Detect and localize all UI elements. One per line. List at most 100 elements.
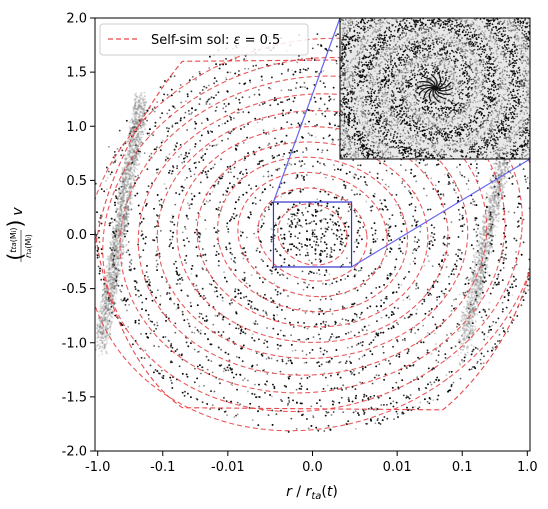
particle-point: [354, 319, 356, 322]
particle-point: [350, 373, 353, 375]
particle-point: [501, 279, 504, 281]
particle-point: [227, 103, 230, 106]
particle-point: [458, 293, 461, 296]
particle-point: [456, 325, 458, 328]
particle-point: [162, 139, 164, 142]
particle-point: [411, 196, 414, 199]
particle-point: [416, 282, 418, 285]
particle-point: [151, 182, 154, 185]
particle-point: [415, 288, 417, 290]
particle-point: [471, 261, 474, 263]
particle-point: [171, 238, 174, 241]
particle-point: [112, 262, 115, 265]
particle-point: [325, 410, 328, 413]
particle-point: [251, 337, 254, 339]
particle-point: [351, 345, 353, 348]
particle-point: [326, 222, 329, 224]
particle-point: [209, 343, 212, 346]
particle-point: [468, 336, 470, 339]
particle-point: [364, 325, 366, 328]
particle-point: [351, 371, 354, 374]
particle-point: [127, 241, 130, 243]
particle-point: [321, 374, 324, 377]
particle-point: [367, 407, 370, 410]
particle-point: [156, 171, 158, 174]
particle-point: [324, 297, 327, 300]
particle-point: [513, 211, 516, 214]
particle-point: [431, 265, 434, 267]
particle-point: [433, 332, 436, 335]
particle-point: [459, 363, 462, 366]
particle-point: [206, 148, 208, 151]
particle-point: [324, 176, 327, 179]
particle-point: [414, 405, 416, 408]
particle-point: [410, 172, 412, 175]
particle-point: [501, 256, 503, 258]
particle-point: [291, 215, 293, 218]
particle-point: [328, 361, 331, 364]
particle-point: [287, 248, 289, 251]
particle-point: [225, 58, 228, 60]
particle-point: [201, 150, 204, 152]
particle-point: [395, 204, 397, 206]
particle-point: [243, 159, 246, 162]
particle-point: [285, 134, 288, 137]
particle-point: [516, 226, 519, 228]
particle-point: [113, 232, 115, 235]
particle-point: [148, 155, 151, 158]
particle-point: [533, 195, 535, 197]
particle-point: [397, 247, 400, 250]
particle-point: [350, 330, 352, 333]
particle-point: [228, 115, 231, 118]
particle-point: [247, 379, 249, 382]
particle-point: [242, 295, 245, 298]
particle-point: [354, 273, 357, 276]
particle-point: [348, 398, 350, 401]
particle-point: [379, 208, 381, 210]
particle-point: [461, 361, 464, 363]
particle-point: [181, 161, 184, 164]
particle-point: [531, 269, 533, 271]
particle-point: [239, 297, 242, 299]
particle-point: [531, 272, 533, 274]
particle-point: [396, 413, 399, 415]
particle-point: [429, 235, 432, 238]
particle-point: [177, 274, 180, 277]
particle-point: [474, 219, 477, 222]
particle-point: [354, 428, 357, 430]
particle-point: [270, 238, 273, 241]
particle-point: [272, 383, 274, 386]
particle-point: [155, 168, 158, 171]
particle-point: [497, 273, 500, 276]
particle-point: [455, 192, 457, 194]
particle-point: [460, 253, 463, 256]
particle-point: [194, 367, 196, 370]
particle-point: [283, 247, 285, 250]
particle-point: [242, 173, 245, 176]
particle-point: [296, 223, 298, 226]
particle-point: [230, 383, 233, 386]
particle-point: [214, 314, 217, 317]
particle-point: [534, 200, 536, 202]
particle-point: [502, 267, 505, 269]
particle-point: [511, 294, 514, 297]
particle-point: [248, 96, 251, 98]
particle-point: [186, 294, 189, 297]
particle-point: [273, 97, 276, 99]
particle-point: [222, 318, 225, 321]
particle-point: [437, 354, 440, 356]
particle-point: [425, 194, 428, 197]
particle-point: [535, 263, 537, 265]
particle-point: [358, 331, 360, 334]
particle-point: [253, 339, 256, 342]
particle-point: [120, 154, 123, 157]
particle-point: [458, 362, 461, 364]
particle-point: [112, 161, 115, 164]
particle-point: [488, 301, 491, 304]
particle-point: [274, 137, 277, 140]
particle-point: [501, 301, 504, 304]
particle-point: [321, 114, 324, 117]
particle-point: [142, 237, 145, 240]
particle-point: [223, 271, 225, 273]
particle-point: [139, 124, 142, 127]
